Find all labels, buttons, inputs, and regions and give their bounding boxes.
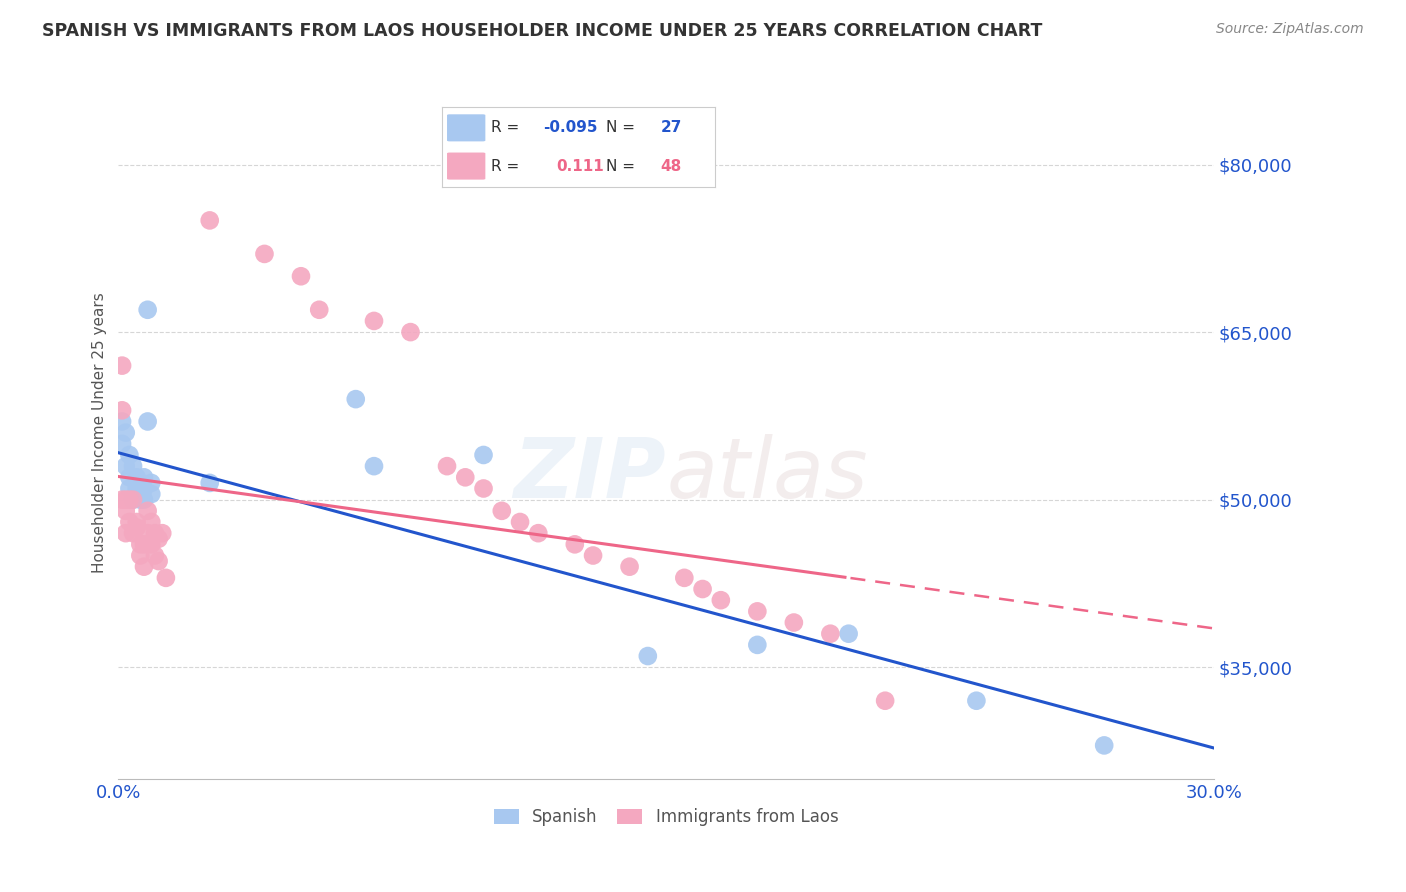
Point [132,470,155,484]
Point [118,492,141,507]
Point [710,593,733,607]
Point [111,437,134,451]
Text: atlas: atlas [666,434,868,515]
Point [125,520,148,534]
Point [363,314,385,328]
Point [132,482,155,496]
Legend: Spanish, Immigrants from Laos: Spanish, Immigrants from Laos [486,802,845,833]
Point [122,459,145,474]
Point [253,247,276,261]
Point [129,492,152,507]
Point [527,526,550,541]
Point [141,475,163,490]
Point [637,648,659,663]
Point [143,549,166,563]
Point [875,694,897,708]
Point [148,532,170,546]
Point [143,526,166,541]
Point [582,549,605,563]
Point [509,515,531,529]
Point [111,492,134,507]
Point [114,492,136,507]
Point [111,403,134,417]
Point [472,448,495,462]
Point [114,425,136,440]
Point [122,526,145,541]
Point [692,582,714,596]
Point [150,526,173,541]
Point [747,638,769,652]
Point [129,537,152,551]
Point [122,492,145,507]
Point [136,504,159,518]
Point [136,526,159,541]
Point [472,482,495,496]
Point [118,470,141,484]
Point [111,359,134,373]
Point [125,515,148,529]
Point [129,549,152,563]
Point [141,487,163,501]
Point [114,526,136,541]
Point [141,537,163,551]
Point [136,414,159,428]
Point [491,504,513,518]
Point [118,515,141,529]
Point [155,571,177,585]
Point [122,492,145,507]
Point [125,487,148,501]
Point [132,559,155,574]
Point [673,571,696,585]
Text: ZIP: ZIP [513,434,666,515]
Point [114,459,136,474]
Y-axis label: Householder Income Under 25 years: Householder Income Under 25 years [93,293,107,573]
Point [125,482,148,496]
Point [114,504,136,518]
Point [136,302,159,317]
Point [564,537,586,551]
Point [118,448,141,462]
Point [308,302,330,317]
Text: Source: ZipAtlas.com: Source: ZipAtlas.com [1216,22,1364,37]
Point [820,626,842,640]
Point [132,492,155,507]
Point [290,269,312,284]
Point [344,392,367,406]
Point [132,537,155,551]
Point [838,626,860,640]
Text: SPANISH VS IMMIGRANTS FROM LAOS HOUSEHOLDER INCOME UNDER 25 YEARS CORRELATION CH: SPANISH VS IMMIGRANTS FROM LAOS HOUSEHOL… [42,22,1043,40]
Point [747,604,769,618]
Point [198,213,221,227]
Point [783,615,806,630]
Point [619,559,641,574]
Point [141,515,163,529]
Point [965,694,987,708]
Point [454,470,477,484]
Point [436,459,458,474]
Point [1092,739,1115,753]
Point [363,459,385,474]
Point [118,482,141,496]
Point [111,414,134,428]
Point [198,475,221,490]
Point [399,325,422,339]
Point [148,554,170,568]
Point [129,475,152,490]
Point [125,470,148,484]
